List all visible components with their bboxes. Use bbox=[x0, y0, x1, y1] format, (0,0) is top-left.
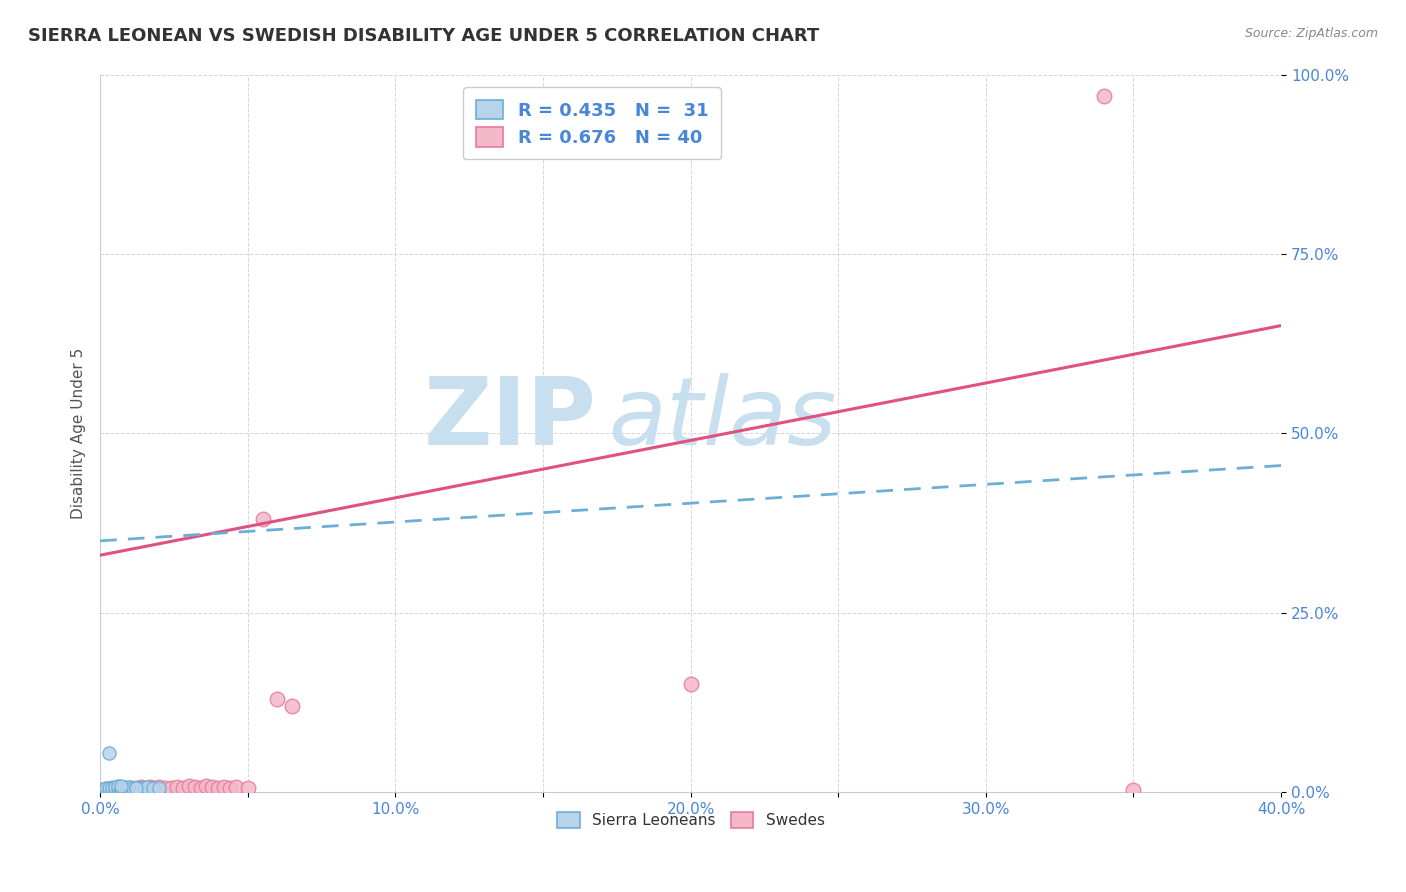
Point bbox=[107, 779, 129, 793]
Text: Source: ZipAtlas.com: Source: ZipAtlas.com bbox=[1244, 27, 1378, 40]
Point bbox=[101, 781, 124, 796]
Text: atlas: atlas bbox=[607, 374, 837, 465]
Point bbox=[110, 782, 132, 797]
Point bbox=[148, 780, 170, 794]
Point bbox=[91, 782, 114, 797]
Point bbox=[115, 781, 138, 796]
Point bbox=[124, 781, 146, 796]
Point bbox=[131, 781, 153, 796]
Point bbox=[107, 781, 129, 796]
Point bbox=[252, 512, 274, 526]
Point bbox=[121, 782, 143, 797]
Point bbox=[128, 781, 150, 796]
Point bbox=[136, 781, 159, 796]
Point bbox=[110, 780, 132, 795]
Point bbox=[183, 780, 205, 794]
Point bbox=[128, 780, 150, 795]
Point bbox=[145, 781, 167, 796]
Point bbox=[98, 780, 121, 795]
Point bbox=[236, 780, 259, 795]
Point bbox=[104, 782, 127, 797]
Point bbox=[207, 781, 229, 796]
Point bbox=[98, 782, 121, 797]
Point bbox=[177, 779, 200, 793]
Point bbox=[94, 782, 117, 797]
Point bbox=[104, 782, 127, 797]
Point bbox=[112, 781, 135, 796]
Point bbox=[195, 779, 218, 793]
Text: SIERRA LEONEAN VS SWEDISH DISABILITY AGE UNDER 5 CORRELATION CHART: SIERRA LEONEAN VS SWEDISH DISABILITY AGE… bbox=[28, 27, 820, 45]
Point bbox=[153, 780, 176, 795]
Point bbox=[118, 781, 141, 796]
Point bbox=[112, 782, 135, 797]
Point bbox=[124, 780, 146, 795]
Point bbox=[124, 781, 146, 796]
Point bbox=[160, 781, 183, 796]
Point bbox=[219, 780, 242, 795]
Point bbox=[110, 779, 132, 793]
Y-axis label: Disability Age Under 5: Disability Age Under 5 bbox=[72, 348, 86, 519]
Point bbox=[101, 782, 124, 797]
Legend: Sierra Leoneans, Swedes: Sierra Leoneans, Swedes bbox=[551, 806, 831, 835]
Point bbox=[266, 691, 288, 706]
Point bbox=[281, 698, 304, 713]
Point bbox=[142, 780, 165, 795]
Point bbox=[104, 780, 127, 794]
Point bbox=[107, 782, 129, 797]
Point bbox=[110, 781, 132, 796]
Point bbox=[98, 782, 121, 797]
Point bbox=[118, 780, 141, 794]
Point bbox=[142, 781, 165, 796]
Point bbox=[679, 677, 702, 691]
Point bbox=[112, 780, 135, 794]
Point bbox=[212, 780, 235, 794]
Point bbox=[121, 780, 143, 795]
Point bbox=[148, 780, 170, 795]
Point bbox=[118, 782, 141, 797]
Point bbox=[94, 782, 117, 797]
Point bbox=[101, 781, 124, 796]
Point bbox=[139, 780, 162, 794]
Point bbox=[131, 780, 153, 794]
Point bbox=[166, 780, 188, 794]
Point bbox=[201, 780, 224, 794]
Text: ZIP: ZIP bbox=[423, 373, 596, 465]
Point bbox=[115, 780, 138, 795]
Point bbox=[190, 780, 212, 795]
Point bbox=[172, 780, 194, 795]
Point bbox=[1092, 89, 1115, 103]
Point bbox=[94, 781, 117, 796]
Point bbox=[128, 782, 150, 797]
Point bbox=[91, 782, 114, 797]
Point bbox=[134, 780, 156, 795]
Point bbox=[136, 780, 159, 794]
Point bbox=[1122, 782, 1144, 797]
Point bbox=[115, 780, 138, 795]
Point bbox=[98, 746, 121, 760]
Point bbox=[225, 780, 247, 794]
Point bbox=[134, 780, 156, 795]
